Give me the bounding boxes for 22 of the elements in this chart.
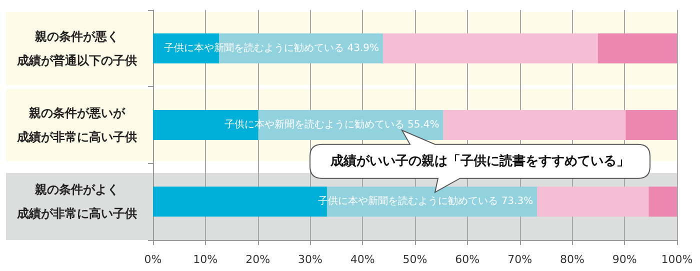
x-tick-label: 60% xyxy=(455,253,480,266)
x-tick-label: 90% xyxy=(612,253,637,266)
bar xyxy=(537,186,649,217)
annotation: 成績がいい子の親は「子供に読書をすすめている」 xyxy=(330,152,630,169)
y-tick-label: 親の条件がよく成績が非常に高い子供 xyxy=(16,182,137,221)
x-tick-label: 0% xyxy=(144,253,162,266)
bar xyxy=(598,33,677,64)
x-tick-label: 40% xyxy=(350,253,375,266)
bar xyxy=(443,110,626,140)
bar xyxy=(648,186,677,217)
x-tick-label: 70% xyxy=(508,253,532,266)
x-tick-label: 50% xyxy=(402,253,428,266)
y-tick-label: 親の条件が悪いが成績が非常に高い子供 xyxy=(16,106,137,144)
bar xyxy=(383,33,598,64)
bar xyxy=(153,186,327,217)
x-tick-label: 80% xyxy=(560,253,584,266)
x-tick-label: 100% xyxy=(661,253,693,266)
x-tick-label: 20% xyxy=(246,253,270,266)
x-tick-label: 30% xyxy=(298,253,322,266)
x-tick-label: 10% xyxy=(193,253,218,266)
y-tick-label: 親の条件が悪く成績が普通以下の子供 xyxy=(16,29,137,68)
bar xyxy=(626,110,677,140)
